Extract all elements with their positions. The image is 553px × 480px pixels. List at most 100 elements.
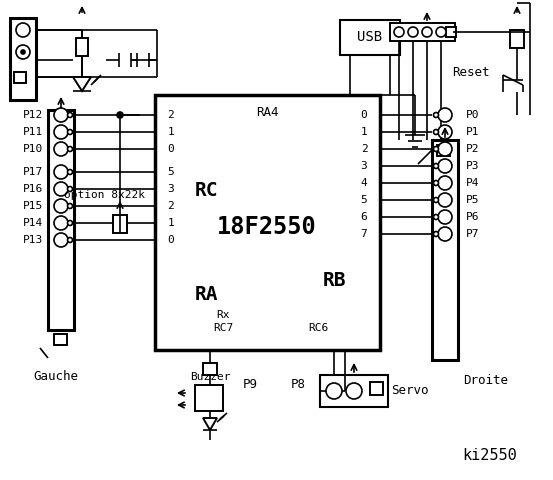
Text: P9: P9 (243, 379, 258, 392)
Text: Buzzer: Buzzer (190, 372, 230, 382)
Bar (155, 95, 380, 350)
Circle shape (54, 216, 68, 230)
Circle shape (67, 146, 72, 152)
Circle shape (408, 27, 418, 37)
Circle shape (434, 146, 439, 152)
Circle shape (438, 210, 452, 224)
Text: 3: 3 (361, 161, 367, 171)
Text: 2: 2 (168, 110, 174, 120)
Text: P17: P17 (23, 167, 43, 177)
Circle shape (54, 199, 68, 213)
Text: P4: P4 (466, 178, 479, 188)
Text: P1: P1 (466, 127, 479, 137)
Circle shape (67, 130, 72, 134)
Circle shape (21, 50, 25, 54)
Text: 18F2550: 18F2550 (217, 215, 317, 239)
Bar (437, 145, 450, 156)
Text: P7: P7 (466, 229, 479, 239)
Circle shape (394, 27, 404, 37)
Text: Rx: Rx (216, 310, 229, 320)
Bar (10, 18, 36, 100)
Bar (113, 215, 127, 233)
Bar (76, 38, 88, 56)
Text: Droite: Droite (463, 373, 509, 386)
Circle shape (117, 112, 123, 118)
Polygon shape (73, 77, 91, 91)
Text: P14: P14 (23, 218, 43, 228)
Circle shape (434, 112, 439, 118)
Text: 7: 7 (361, 229, 367, 239)
Circle shape (54, 233, 68, 247)
Circle shape (54, 108, 68, 122)
Bar (14, 72, 26, 83)
Text: 2: 2 (168, 201, 174, 211)
Text: 2: 2 (361, 144, 367, 154)
Text: 0: 0 (361, 110, 367, 120)
Text: ki2550: ki2550 (463, 447, 518, 463)
Text: P13: P13 (23, 235, 43, 245)
Circle shape (438, 227, 452, 241)
Bar (320, 375, 388, 407)
Circle shape (54, 125, 68, 139)
Text: 1: 1 (168, 218, 174, 228)
Bar (510, 30, 524, 48)
Circle shape (434, 180, 439, 185)
Circle shape (438, 176, 452, 190)
Text: RA: RA (195, 286, 219, 304)
Circle shape (434, 197, 439, 203)
Text: P8: P8 (290, 379, 305, 392)
Text: P10: P10 (23, 144, 43, 154)
Text: P5: P5 (466, 195, 479, 205)
Text: 6: 6 (361, 212, 367, 222)
Text: 1: 1 (361, 127, 367, 137)
Text: P3: P3 (466, 161, 479, 171)
Text: 1: 1 (168, 127, 174, 137)
Circle shape (434, 215, 439, 219)
Text: 4: 4 (361, 178, 367, 188)
Circle shape (434, 231, 439, 237)
Bar (340, 20, 400, 55)
Bar (195, 385, 223, 411)
Circle shape (67, 187, 72, 192)
Text: P12: P12 (23, 110, 43, 120)
Circle shape (434, 164, 439, 168)
Text: P16: P16 (23, 184, 43, 194)
Text: P2: P2 (466, 144, 479, 154)
Text: USB: USB (357, 30, 383, 44)
Circle shape (438, 125, 452, 139)
Circle shape (67, 204, 72, 208)
Bar (446, 27, 456, 37)
Bar (370, 382, 383, 395)
Text: P15: P15 (23, 201, 43, 211)
Circle shape (434, 130, 439, 134)
Bar (48, 110, 74, 330)
Circle shape (326, 383, 342, 399)
Circle shape (67, 220, 72, 226)
Circle shape (438, 193, 452, 207)
Text: 0: 0 (168, 144, 174, 154)
Circle shape (422, 27, 432, 37)
Bar (390, 23, 455, 41)
Text: RC6: RC6 (308, 323, 328, 333)
Text: option 8x22k: option 8x22k (65, 190, 145, 200)
Circle shape (346, 383, 362, 399)
Bar (54, 334, 67, 345)
Bar (432, 140, 458, 360)
Text: P11: P11 (23, 127, 43, 137)
Text: Reset: Reset (452, 65, 490, 79)
Text: RC7: RC7 (213, 323, 233, 333)
Text: P0: P0 (466, 110, 479, 120)
Circle shape (67, 169, 72, 175)
Circle shape (67, 112, 72, 118)
Bar (203, 363, 217, 375)
Text: 0: 0 (168, 235, 174, 245)
Circle shape (54, 182, 68, 196)
Text: RC: RC (195, 180, 219, 200)
Circle shape (438, 108, 452, 122)
Circle shape (54, 165, 68, 179)
Text: 5: 5 (168, 167, 174, 177)
Text: 3: 3 (168, 184, 174, 194)
Circle shape (438, 142, 452, 156)
Circle shape (16, 45, 30, 59)
Text: RB: RB (324, 271, 347, 289)
